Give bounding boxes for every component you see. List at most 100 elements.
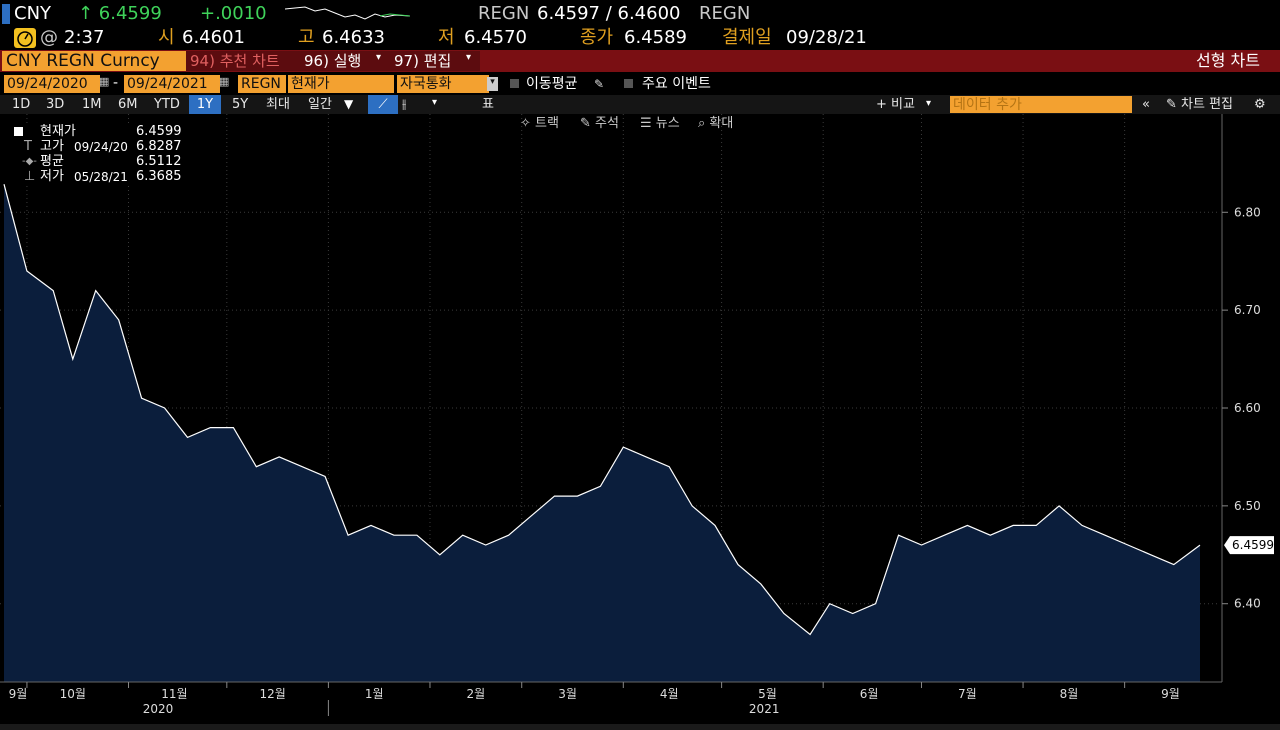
range-1y[interactable]: 1Y <box>189 95 221 114</box>
x-tick-label: 6월 <box>860 687 879 701</box>
range-1d[interactable]: 1D <box>12 97 31 112</box>
menu-recommended-charts[interactable]: 94) 추천 차트 <box>186 51 300 71</box>
x-tick-label: 5월 <box>758 687 777 701</box>
key-events-checkbox[interactable] <box>624 79 633 88</box>
settle-label: 결제일 <box>722 27 772 48</box>
x-axis-band <box>0 682 1280 730</box>
calendar-icon[interactable]: ▦ <box>99 75 110 88</box>
y-tick-label: 6.80 <box>1234 205 1261 219</box>
quote-time: 2:37 <box>64 27 105 48</box>
range-3d[interactable]: 3D <box>46 97 65 112</box>
x-tick-label: 12월 <box>260 687 286 701</box>
key-events-label: 주요 이벤트 <box>642 76 711 92</box>
y-tick-label: 6.60 <box>1234 401 1261 415</box>
menu-run[interactable]: 96) 실행 <box>300 51 390 71</box>
legend-label: 현재가 <box>40 124 76 139</box>
security-field[interactable]: CNY REGN Curncy <box>2 51 186 71</box>
x-tick-label: 7월 <box>958 687 977 701</box>
legend-date: 09/24/20 <box>74 140 128 154</box>
chevron-down-icon[interactable]: ▾ <box>432 97 438 108</box>
start-date-input[interactable]: 09/24/2020 <box>4 75 100 93</box>
x-tick-label: 3월 <box>558 687 577 701</box>
range-row: 1D 3D 1M 6M YTD 1Y 5Y 최대 일간 ▼ ⟋ ⫲ ▾ 표 + … <box>0 95 1280 114</box>
y-axis: 6.40 6.50 6.60 6.70 6.80 <box>1221 114 1261 682</box>
chart-tool-zoom[interactable]: ⌕ 확대 <box>698 116 734 131</box>
chart-type[interactable]: 선형 차트 <box>1196 51 1260 70</box>
run-dropdown-icon[interactable]: ▾ <box>376 52 382 63</box>
price-change: +.0010 <box>200 3 267 24</box>
date-separator: - <box>113 75 119 91</box>
year-label: 2020 <box>143 702 174 716</box>
close-label: 종가 <box>580 27 614 48</box>
compare-button[interactable]: + 비교 <box>876 97 915 112</box>
chart-tool-track[interactable]: ✧ 트랙 <box>520 116 559 131</box>
open-value: 6.4601 <box>182 27 245 48</box>
price-chart[interactable]: 6.40 6.50 6.60 6.70 6.80 9월 10월 11월 12월 1월 2월 3월 4월… <box>0 114 1280 730</box>
collapse-icon[interactable]: « <box>1142 97 1150 112</box>
x-tick-label: 4월 <box>660 687 679 701</box>
y-tick-label: 6.70 <box>1234 303 1261 317</box>
x-tick-label: 2월 <box>467 687 486 701</box>
toolbar: CNY REGN Curncy 94) 추천 차트 96) 실행 97) 편집 … <box>0 50 1280 72</box>
range-ytd[interactable]: YTD <box>154 97 180 112</box>
chart-tool-news[interactable]: ☰ 뉴스 <box>640 116 680 131</box>
currency-select[interactable]: 자국통화 <box>397 75 489 93</box>
pencil-icon[interactable]: ✎ <box>594 77 605 91</box>
x-tick-label: 9월 <box>9 687 28 701</box>
y-tick-label: 6.50 <box>1234 499 1261 513</box>
close-value: 6.4589 <box>624 27 687 48</box>
chart-edit-label: 차트 편집 <box>1181 97 1234 112</box>
year-label: 2021 <box>749 702 780 716</box>
gear-icon[interactable]: ⚙ <box>1254 97 1266 112</box>
price-line <box>3 184 1201 636</box>
legend-swatch <box>14 127 23 136</box>
line-chart-icon[interactable]: ⟋ <box>368 95 398 114</box>
ticker-marker <box>2 4 10 24</box>
chevron-down-icon[interactable]: ▾ <box>487 77 498 91</box>
last-price: ↑ 6.4599 <box>78 3 162 24</box>
range-5y[interactable]: 5Y <box>232 97 249 112</box>
range-6m[interactable]: 6M <box>118 97 138 112</box>
avg-marker-icon: -◆- <box>22 156 37 167</box>
x-tick-label: 11월 <box>161 687 187 701</box>
table-button[interactable]: 표 <box>482 97 494 112</box>
chevron-down-icon[interactable]: ▾ <box>926 98 932 109</box>
chart-tool-annotate-label: 주석 <box>595 116 619 131</box>
legend-item-last[interactable]: 현재가 6.4599 <box>10 124 182 140</box>
legend-item-avg[interactable]: -◆- 평균 6.5112 <box>10 154 182 170</box>
last-value-box <box>1224 536 1274 555</box>
chart-tool-annotate[interactable]: ✎ 주석 <box>580 116 619 131</box>
x-tick-label: 8월 <box>1060 687 1079 701</box>
chart-tool-track-label: 트랙 <box>535 116 559 131</box>
end-date-input[interactable]: 09/24/2021 <box>124 75 220 93</box>
bar-chart-icon[interactable]: ⫲ <box>402 97 407 112</box>
ask-source: REGN <box>699 3 751 24</box>
quote-row-1: CNY ↑ 6.4599 +.0010 REGN 6.4597 / 6.4600… <box>0 0 1280 28</box>
chevron-down-icon[interactable]: ▼ <box>344 97 354 111</box>
range-max[interactable]: 최대 <box>266 97 290 112</box>
chart-tool-zoom-label: 확대 <box>709 116 734 131</box>
ticker[interactable]: CNY <box>14 3 52 24</box>
field-input[interactable]: 현재가 <box>288 75 394 93</box>
range-1m[interactable]: 1M <box>82 97 102 112</box>
data-add-input[interactable]: 데이터 추가 <box>950 96 1132 113</box>
calendar-icon[interactable]: ▦ <box>219 75 230 88</box>
legend-item-low[interactable]: ⊥ 저가 05/28/21 6.3685 <box>10 170 182 185</box>
edit-dropdown-icon[interactable]: ▾ <box>466 52 472 63</box>
legend-label: 고가 <box>40 139 64 154</box>
x-tick-label: 1월 <box>365 687 384 701</box>
legend-label: 평균 <box>40 154 64 169</box>
period-select[interactable]: 일간 <box>308 97 332 112</box>
menu-edit[interactable]: 97) 편집 <box>390 51 480 71</box>
x-tick-label: 9월 <box>1161 687 1180 701</box>
source-input[interactable]: REGN <box>238 75 286 93</box>
scroll-track[interactable] <box>0 724 1280 730</box>
time-prefix: @ <box>40 27 58 48</box>
high-value: 6.4633 <box>322 27 385 48</box>
delay-icon[interactable] <box>14 28 36 48</box>
legend-item-high[interactable]: T 고가 09/24/20 6.8287 <box>10 139 182 155</box>
y-tick-label: 6.40 <box>1234 597 1261 611</box>
chart-edit-button[interactable]: ✎ 차트 편집 <box>1166 97 1234 112</box>
x-axis: 9월 10월 11월 12월 1월 2월 3월 4월 5월 6월 7월 8월 9월 2020 2021 <box>0 681 1280 730</box>
moving-avg-checkbox[interactable] <box>510 79 519 88</box>
